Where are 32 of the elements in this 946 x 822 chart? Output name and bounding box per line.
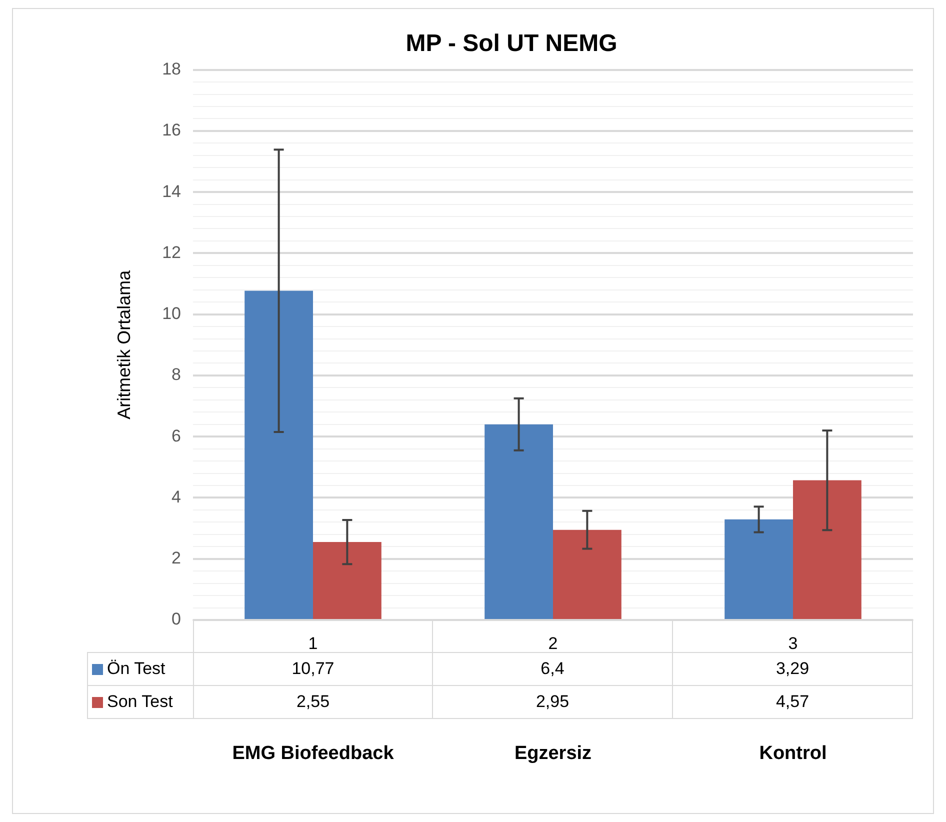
y-tick-label: 4 — [172, 487, 181, 506]
chart-title: MP - Sol UT NEMG — [406, 30, 618, 58]
y-tick-label: 0 — [172, 610, 181, 629]
data-label: 2,55 — [193, 685, 433, 719]
y-tick-label: 8 — [172, 365, 181, 384]
bar — [313, 542, 382, 619]
y-tick-label: 12 — [162, 242, 181, 262]
y-tick-label: 6 — [172, 426, 181, 446]
text: Kontrol — [759, 743, 827, 765]
bar — [553, 530, 622, 619]
data-label: 10,77 — [193, 652, 433, 686]
data-label: 2,95 — [432, 685, 673, 719]
bar — [793, 480, 862, 619]
bar — [484, 424, 553, 619]
y-tick-label: 16 — [162, 120, 181, 140]
y-tick-label: 10 — [162, 304, 181, 324]
y-axis-title: Aritmetik Ortalama — [114, 269, 134, 420]
bar — [244, 290, 313, 619]
bar — [724, 519, 793, 619]
legend-label: Ön Test — [107, 659, 166, 679]
legend-label: Son Test — [107, 692, 173, 712]
x-tick-label: 1 — [308, 634, 318, 653]
data-label: 4,57 — [672, 685, 913, 719]
x-tick-label: 3 — [788, 634, 798, 653]
y-tick-label: 14 — [162, 182, 181, 201]
x-tick-label: 2 — [548, 634, 558, 653]
text: EMG Biofeedback — [232, 743, 394, 765]
y-tick-label: 2 — [172, 548, 181, 568]
y-tick-label: 18 — [162, 59, 181, 78]
text: Egzersiz — [514, 743, 592, 765]
data-label: 6,4 — [432, 652, 673, 686]
data-label: 3,29 — [672, 652, 913, 686]
